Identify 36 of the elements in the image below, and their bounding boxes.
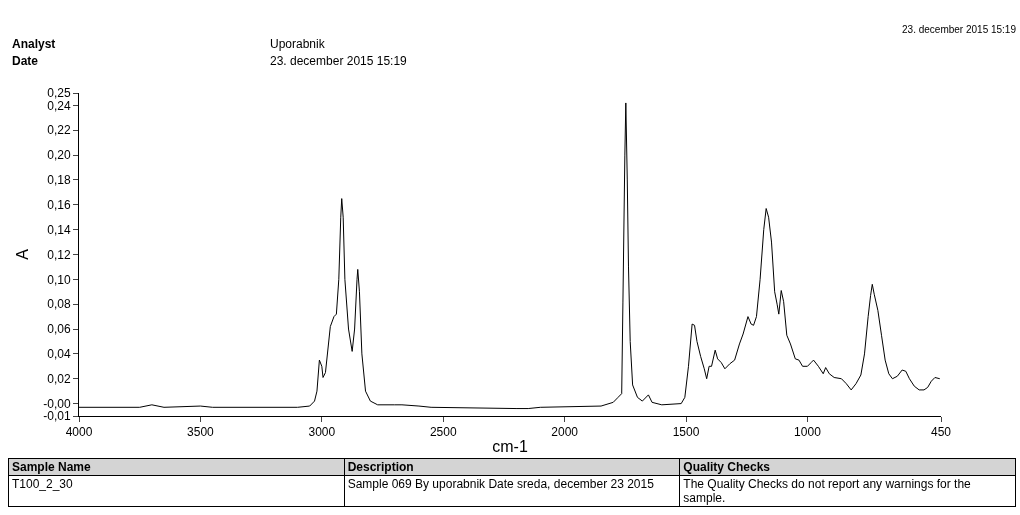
y-axis-title: A [14, 248, 32, 260]
y-tick-label: 0,25 [47, 86, 71, 101]
text: Sample 069 By uporabnik Date sreda, december 23 2015 [344, 475, 680, 507]
y-tick-label: 0,22 [47, 123, 71, 138]
y-tick-label: 0,16 [47, 198, 71, 213]
x-tick-label: 450 [930, 425, 952, 440]
x-tick-label: 2000 [551, 425, 579, 440]
y-tick-label: 0,06 [47, 322, 71, 337]
text: T100_2_30 [8, 475, 345, 507]
x-tick-label: 4000 [65, 425, 93, 440]
text: The Quality Checks do not report any warnings for the sample. [679, 475, 1016, 507]
y-tick-label: -0,00 [43, 396, 71, 411]
x-tick-label: 3500 [187, 425, 215, 440]
y-tick-label: 0,02 [47, 371, 71, 386]
y-tick-label: 0,20 [47, 148, 71, 163]
x-tick-label: 3000 [308, 425, 336, 440]
y-tick-label: 0,18 [47, 173, 71, 188]
y-tick-label: 0,10 [47, 272, 71, 287]
text: Uporabnik [270, 37, 325, 51]
text: 23. december 2015 15:19 [902, 24, 1016, 35]
y-tick-label: 0,08 [47, 297, 71, 312]
x-axis-title: cm-1 [492, 438, 528, 456]
y-tick-label: -0,01 [43, 409, 71, 424]
text: 23. december 2015 15:19 [270, 54, 407, 68]
text: Sample Name [8, 458, 345, 476]
y-tick-label: 0,04 [47, 347, 71, 362]
text: Analyst [12, 37, 56, 51]
y-tick-label: 0,24 [47, 98, 71, 113]
x-tick-label: 1500 [672, 425, 700, 440]
y-tick-label: 0,12 [47, 247, 71, 262]
text: Description [344, 458, 680, 476]
text: Date [12, 54, 39, 68]
x-tick-label: 1000 [794, 425, 822, 440]
x-tick-label: 2500 [429, 425, 457, 440]
y-tick-label: 0,14 [47, 222, 71, 237]
text: Quality Checks [679, 458, 1016, 476]
